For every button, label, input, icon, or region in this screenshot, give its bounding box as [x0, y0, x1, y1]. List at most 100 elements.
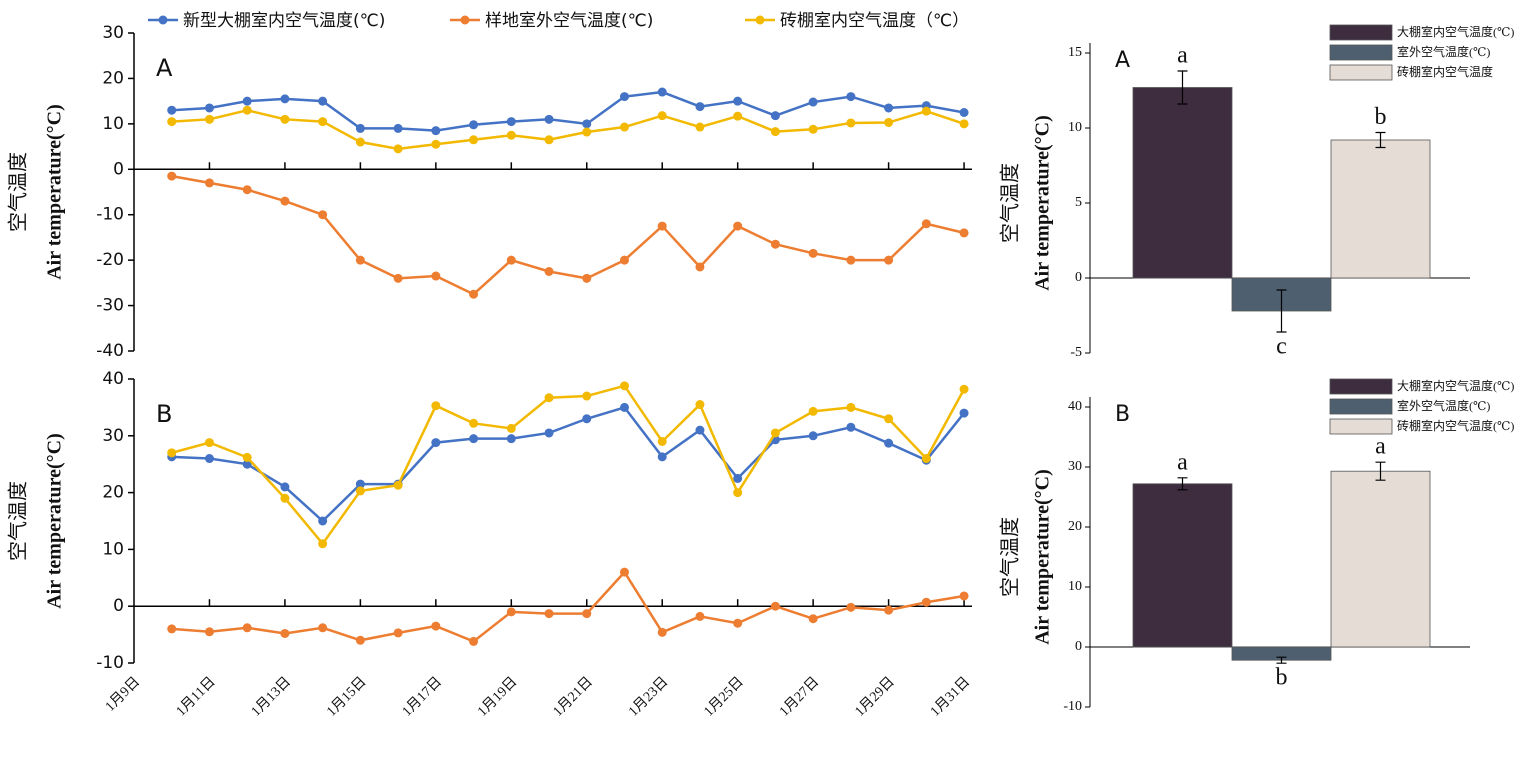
x-tick-label: 1月31日 [927, 674, 973, 720]
data-point [808, 614, 818, 624]
data-point [506, 423, 516, 433]
data-point [695, 400, 705, 410]
y-tick-label: -5 [1070, 345, 1082, 360]
data-point [469, 418, 479, 428]
y-tick-label: -10 [96, 653, 124, 673]
y-tick-label: 0 [113, 159, 124, 179]
y-tick-label: 40 [102, 369, 124, 389]
data-point [393, 480, 403, 490]
data-point [770, 111, 780, 121]
error-bar [1276, 289, 1287, 333]
data-point [431, 401, 441, 411]
y-tick-label: 15 [1068, 45, 1082, 60]
y-tick-label: 10 [102, 114, 124, 134]
legend-label: 砖棚室内空气温度(℃) [1397, 418, 1514, 433]
data-point [582, 273, 592, 283]
data-point [959, 591, 969, 601]
data-point [544, 135, 554, 145]
y-axis-label: Air temperature(°C) [44, 104, 66, 280]
data-point [280, 196, 290, 206]
data-point [619, 381, 629, 391]
data-point [619, 567, 629, 577]
series-line [171, 405, 966, 523]
legend-label: 砖棚室内空气温度（℃） [780, 11, 969, 31]
legend-label: 样地室外空气温度(℃) [485, 11, 653, 31]
data-point [544, 428, 554, 438]
data-point [431, 139, 441, 149]
data-point [204, 178, 214, 188]
data-point [657, 627, 667, 637]
y-axis-label: Air temperature(°C) [44, 433, 66, 609]
data-point [318, 210, 328, 220]
data-point [657, 452, 667, 462]
x-tick-label: 1月19日 [474, 674, 520, 720]
data-point [280, 482, 290, 492]
y-tick-label: 10 [1068, 120, 1082, 135]
legend-marker [755, 15, 765, 25]
y-axis-label: 空气温度 [999, 163, 1022, 243]
data-point [884, 438, 894, 448]
data-point [846, 602, 856, 612]
data-point [657, 436, 667, 446]
data-point [280, 94, 290, 104]
significance-label: a [1177, 43, 1188, 69]
data-point [808, 431, 818, 441]
data-point [431, 126, 441, 136]
data-point [884, 103, 894, 113]
data-point [469, 434, 479, 444]
bar [1330, 470, 1431, 648]
data-point [657, 87, 667, 97]
data-point [544, 267, 554, 276]
data-point [393, 628, 403, 638]
data-point [846, 118, 856, 128]
data-point [733, 111, 743, 121]
panel-label: A [156, 54, 173, 82]
data-point [355, 486, 365, 496]
y-axis-label: Air temperature(°C) [1032, 115, 1054, 291]
y-tick-label: -20 [96, 250, 124, 270]
error-bar [1375, 131, 1386, 149]
bar [1330, 139, 1431, 279]
data-point [204, 438, 214, 448]
x-tick-label: 1月9日 [102, 674, 143, 715]
data-point [695, 262, 705, 272]
legend-marker [158, 15, 168, 25]
y-tick-label: -10 [96, 205, 124, 225]
data-point [884, 255, 894, 265]
y-tick-label: 0 [1075, 270, 1082, 285]
data-point [204, 627, 214, 637]
data-point [695, 102, 705, 112]
data-point [280, 628, 290, 638]
data-point [582, 414, 592, 424]
data-point [469, 120, 479, 130]
y-axis-label: 空气温度 [7, 152, 30, 232]
data-point [318, 516, 328, 526]
data-point [846, 92, 856, 102]
significance-label: c [1276, 334, 1287, 360]
data-point [959, 228, 969, 238]
data-point [167, 117, 177, 127]
legend-swatch [1329, 44, 1393, 61]
error-bar [1177, 477, 1188, 491]
data-point [506, 434, 516, 444]
y-axis-label: Air temperature(°C) [1032, 469, 1054, 645]
data-point [808, 406, 818, 416]
data-point [582, 127, 592, 137]
x-tick-label: 1月21日 [550, 674, 596, 720]
data-point [242, 185, 252, 195]
data-point [619, 255, 629, 265]
y-tick-label: 30 [102, 23, 124, 43]
data-point [204, 114, 214, 124]
series-line [171, 570, 965, 643]
y-tick-label: -30 [96, 296, 124, 316]
data-point [242, 452, 252, 462]
error-bar [1375, 461, 1386, 481]
y-tick-label: 10 [1068, 579, 1082, 594]
data-point [355, 479, 365, 489]
data-point [959, 119, 969, 129]
data-point [770, 239, 780, 249]
data-point [544, 609, 554, 619]
data-point [506, 130, 516, 140]
legend-swatch [1329, 378, 1393, 395]
